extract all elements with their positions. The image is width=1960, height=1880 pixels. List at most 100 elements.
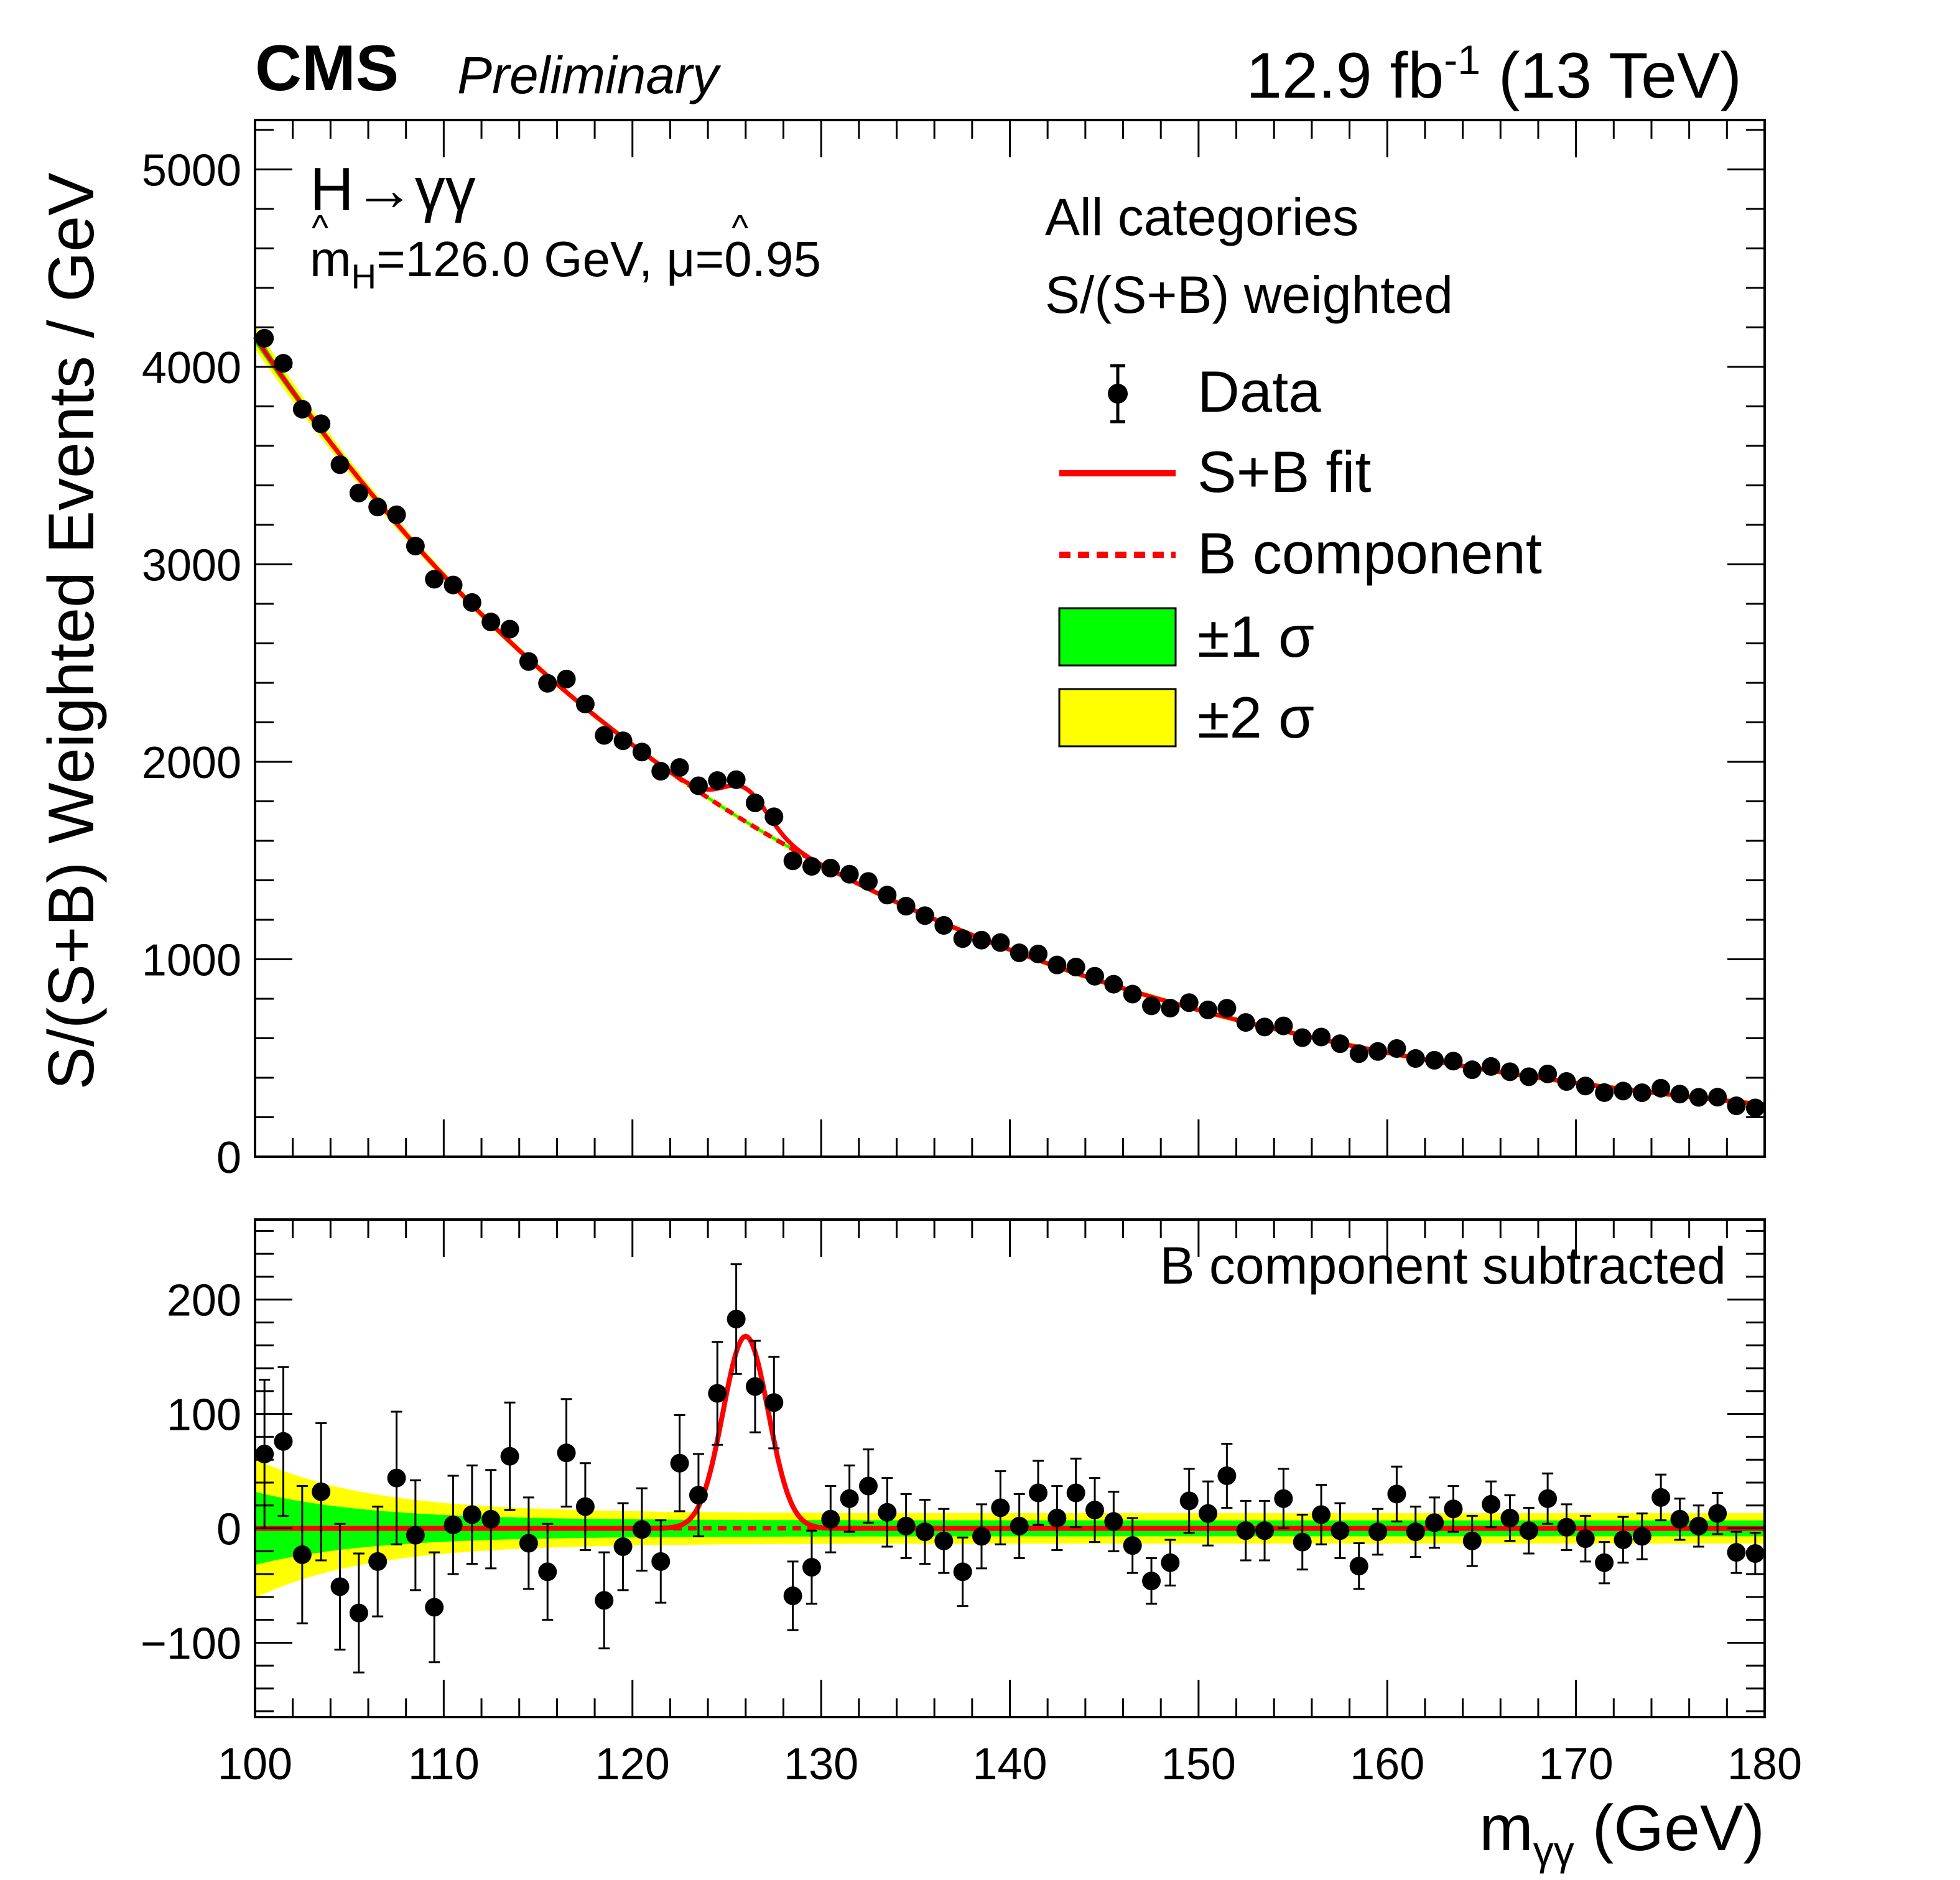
energy-value: (13 TeV) [1480, 40, 1742, 112]
ratio-data-point [1406, 1506, 1425, 1558]
main-data-point [1632, 1083, 1651, 1103]
main-data-marker [1708, 1088, 1727, 1107]
ratio-data-marker [878, 1503, 897, 1522]
ratio-data-marker [1217, 1466, 1237, 1485]
main-data-point [727, 770, 746, 789]
main-data-marker [915, 906, 934, 925]
main-data-marker [1255, 1017, 1275, 1037]
main-data-point [1689, 1088, 1708, 1107]
ratio-data-point [1199, 1480, 1218, 1547]
ratio-data-point [500, 1401, 519, 1511]
main-data-point [1085, 966, 1105, 986]
main-data-marker [1538, 1064, 1558, 1083]
ratio-data-point [1368, 1507, 1388, 1556]
ratio-data-marker [670, 1453, 689, 1473]
main-data-point [1708, 1088, 1727, 1107]
ratio-data-point [745, 1340, 764, 1433]
main-data-point [1312, 1027, 1331, 1047]
ratio-data-marker [1727, 1543, 1746, 1562]
main-data-point [1255, 1017, 1275, 1037]
main-y-tick-label: 2000 [142, 738, 241, 788]
main-data-point [708, 771, 727, 790]
ratio-data-marker [991, 1498, 1010, 1517]
ratio-data-point [783, 1560, 802, 1631]
ratio-data-point [1425, 1496, 1444, 1549]
main-data-point [1727, 1096, 1746, 1116]
ratio-data-point [878, 1477, 897, 1548]
legend-b-component-label: B component [1197, 521, 1542, 586]
main-data-marker [387, 505, 406, 524]
main-data-marker [1595, 1083, 1614, 1102]
main-data-point [1104, 975, 1123, 994]
main-data-point [651, 762, 671, 781]
ratio-data-marker [1123, 1536, 1142, 1555]
ratio-data-marker [1500, 1509, 1520, 1527]
main-y-tick-label: 5000 [142, 146, 241, 195]
ratio-data-marker [1274, 1489, 1293, 1508]
x-tick-label: 180 [1727, 1739, 1802, 1789]
legend: Data S+B fit B component ±1 σ ±2 σ [1058, 359, 1542, 750]
ratio-data-marker [1312, 1505, 1331, 1524]
ratio-data-point [840, 1464, 859, 1533]
svg-text:mH=126.0 GeV, μ=0.95: mH=126.0 GeV, μ=0.95 [310, 231, 821, 296]
main-data-point [1444, 1052, 1463, 1071]
ratio-data-marker [1425, 1513, 1444, 1532]
ratio-data-marker [1614, 1530, 1633, 1549]
ratio-data-point [821, 1485, 840, 1554]
ratio-data-marker [1142, 1572, 1161, 1591]
main-data-marker [1425, 1050, 1444, 1070]
main-data-marker [1047, 955, 1067, 975]
main-data-point [349, 483, 368, 502]
ratio-data-marker [481, 1509, 501, 1529]
main-data-point [745, 793, 764, 812]
status-label: Preliminary [457, 46, 722, 104]
main-data-marker [575, 695, 595, 714]
experiment-label: CMS [255, 32, 399, 104]
ratio-data-point [1632, 1512, 1651, 1560]
main-data-marker [632, 743, 651, 762]
ratio-data-point [1236, 1499, 1255, 1562]
ratio-data-point [1444, 1485, 1463, 1533]
ratio-data-marker [292, 1545, 312, 1564]
main-data-point [613, 731, 633, 751]
main-data-marker [708, 771, 727, 790]
main-data-point [557, 669, 576, 688]
ratio-data-marker [934, 1531, 954, 1550]
main-data-point [500, 619, 519, 639]
x-tick-label: 110 [408, 1739, 480, 1789]
ratio-data-point [1029, 1460, 1048, 1526]
ratio-data-point [991, 1470, 1010, 1545]
ratio-data-point [689, 1453, 708, 1537]
main-data-marker [991, 933, 1010, 952]
ratio-data-marker [840, 1489, 859, 1508]
main-data-marker [1500, 1062, 1520, 1081]
ratio-data-marker [1670, 1509, 1689, 1529]
ratio-frame [254, 1218, 1766, 1718]
ratio-data-marker [1444, 1499, 1463, 1519]
ratio-data-marker [1255, 1521, 1275, 1540]
main-data-marker [274, 354, 293, 373]
main-data-point [1066, 958, 1085, 977]
ratio-data-point [1482, 1480, 1501, 1529]
ratio-data-point [1576, 1514, 1595, 1563]
main-data-marker [462, 593, 481, 612]
ratio-data-marker [387, 1468, 406, 1488]
main-data-marker [1444, 1052, 1463, 1071]
main-data-marker [1576, 1077, 1595, 1096]
main-data-point [632, 743, 651, 762]
main-data-marker [1462, 1060, 1482, 1080]
ratio-data-point [934, 1507, 954, 1574]
category-label: All categories [1045, 188, 1359, 246]
main-data-marker [1104, 975, 1123, 994]
ratio-data-marker [1538, 1489, 1558, 1508]
main-data-point [274, 354, 293, 373]
fit-result: mH=126.0 GeV, μ=0.95 ^ ^ [310, 208, 821, 296]
main-data-marker [1519, 1067, 1538, 1086]
ratio-data-marker [802, 1558, 821, 1577]
legend-item-2sigma: ±2 σ [1058, 685, 1314, 750]
ratio-data-point [1462, 1514, 1482, 1567]
main-data-marker [1331, 1034, 1350, 1053]
ratio-data-point [1614, 1516, 1633, 1564]
ratio-data-point [1142, 1557, 1161, 1605]
